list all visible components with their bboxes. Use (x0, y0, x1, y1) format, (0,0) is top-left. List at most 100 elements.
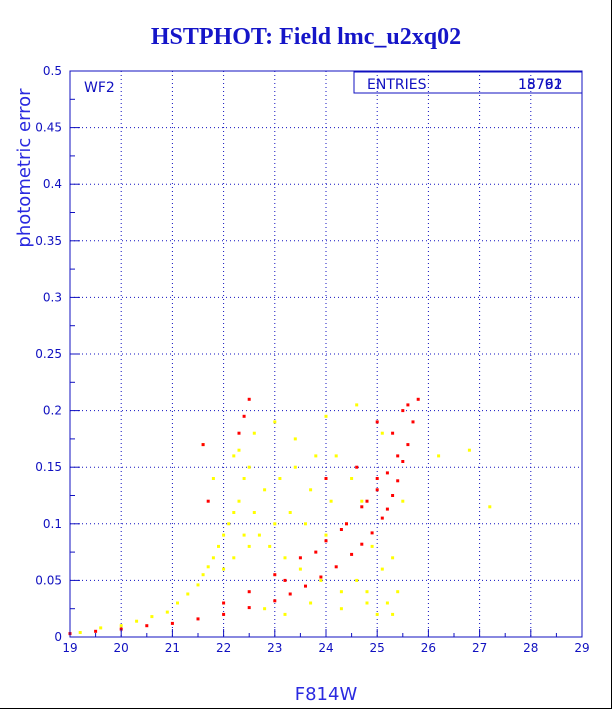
data-point (355, 578, 359, 582)
x-tick-label: 21 (165, 641, 180, 655)
data-point (396, 479, 400, 483)
data-point (467, 448, 471, 452)
data-point (350, 552, 354, 556)
y-tick-label: 0.4 (43, 177, 62, 191)
data-point (324, 533, 328, 537)
y-tick-label: 0.05 (35, 573, 62, 587)
data-point (263, 607, 267, 611)
data-point (201, 573, 205, 577)
data-point (232, 511, 236, 514)
data-point (304, 584, 307, 588)
y-tick-label: 0.15 (35, 460, 62, 474)
y-axis-title: photometric error (14, 88, 35, 248)
x-tick-label: 22 (216, 641, 231, 655)
data-point (370, 544, 374, 548)
data-points (68, 397, 492, 636)
data-point (288, 592, 292, 596)
data-point (232, 454, 236, 458)
data-point (375, 477, 379, 480)
x-tick-label: 24 (318, 641, 333, 655)
data-point (222, 612, 226, 616)
data-point (78, 631, 82, 634)
data-point (170, 621, 174, 625)
data-point (488, 505, 492, 509)
data-point (283, 578, 287, 582)
data-point (165, 610, 169, 614)
data-point (247, 590, 251, 594)
data-point (324, 477, 328, 480)
data-point (375, 612, 379, 616)
data-point (309, 488, 313, 492)
data-point (401, 460, 405, 463)
data-point (145, 624, 149, 628)
stats-value-upper: 18791 (518, 77, 563, 93)
data-point (319, 575, 323, 579)
data-point (345, 522, 348, 526)
data-point (247, 544, 251, 548)
data-point (298, 567, 302, 571)
data-point (360, 499, 364, 503)
data-point (304, 522, 307, 526)
data-point (406, 403, 410, 407)
data-point (365, 590, 369, 594)
data-point (263, 488, 267, 492)
data-point (437, 454, 441, 458)
data-point (211, 477, 215, 480)
data-point (396, 454, 400, 458)
x-tick-label: 26 (421, 641, 436, 655)
y-tick-label: 0 (54, 630, 62, 644)
data-point (227, 522, 231, 526)
data-point (211, 556, 215, 560)
data-point (237, 499, 241, 503)
x-tick-label: 19 (62, 641, 77, 655)
x-tick-label: 23 (267, 641, 282, 655)
data-point (334, 454, 338, 458)
data-point (324, 539, 328, 543)
data-point (247, 465, 251, 469)
data-point (391, 494, 395, 497)
data-point (293, 437, 297, 441)
data-point (416, 397, 420, 401)
data-point (375, 420, 379, 424)
data-point (237, 448, 241, 452)
y-tick-label: 0.3 (43, 290, 62, 304)
data-point (401, 499, 405, 503)
y-tick-label: 0.35 (35, 234, 62, 248)
data-point (252, 431, 256, 435)
y-tick-label: 0.1 (43, 517, 62, 531)
data-point (222, 601, 226, 605)
chart-title: HSTPHOT: Field lmc_u2xq02 (150, 24, 462, 50)
data-point (119, 624, 123, 628)
data-point (391, 431, 395, 435)
x-tick-label: 28 (523, 641, 538, 655)
data-point (385, 507, 389, 511)
data-point (222, 567, 226, 571)
data-point (355, 465, 359, 469)
data-point (339, 590, 343, 594)
data-point (314, 454, 318, 458)
x-axis-title: F814W (295, 684, 358, 705)
y-tick-label: 0.5 (43, 64, 62, 78)
data-point (385, 601, 389, 605)
data-point (355, 403, 359, 407)
data-point (360, 505, 364, 509)
data-point (380, 567, 384, 571)
data-point (334, 565, 338, 569)
data-point (201, 443, 205, 447)
stats-box-frame (353, 71, 583, 94)
data-point (135, 619, 139, 623)
stats-value-lower: 15762 (518, 77, 563, 93)
data-point (298, 556, 302, 560)
data-point (196, 583, 200, 587)
data-point (293, 465, 297, 469)
data-point (324, 414, 328, 418)
data-point (94, 629, 98, 633)
data-point (176, 601, 179, 605)
y-tick-label: 0.25 (35, 347, 62, 361)
data-point (380, 431, 384, 435)
y-tick-label: 0.45 (35, 121, 62, 135)
data-point (314, 550, 318, 554)
data-point (411, 420, 415, 424)
data-point (339, 528, 343, 531)
data-point (283, 556, 287, 560)
